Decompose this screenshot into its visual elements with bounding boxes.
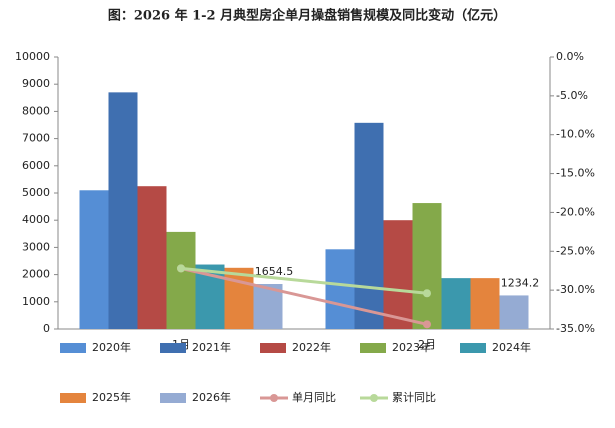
bar — [325, 249, 355, 329]
legend-label: 2023年 — [392, 340, 431, 354]
y-tick-label: 9000 — [22, 77, 50, 90]
y2-tick-label: -30.0% — [556, 283, 595, 296]
y2-tick-label: 0.0% — [556, 50, 584, 63]
bar — [108, 92, 138, 329]
legend-swatch — [360, 343, 386, 353]
y2-tick-label: -25.0% — [556, 244, 595, 257]
y-tick-label: 10000 — [15, 50, 50, 63]
bar — [499, 295, 529, 329]
y-tick-label: 2000 — [22, 268, 50, 281]
line-marker — [423, 320, 431, 329]
legend-label: 2026年 — [192, 390, 231, 404]
legend-swatch — [60, 343, 86, 353]
y-tick-label: 5000 — [22, 186, 50, 199]
legend-swatch — [60, 393, 86, 403]
legend-swatch — [160, 393, 186, 403]
y2-tick-label: -5.0% — [556, 89, 588, 102]
y-tick-label: 0 — [43, 322, 50, 335]
y-tick-label: 7000 — [22, 132, 50, 145]
line — [180, 266, 428, 295]
legend-label: 2025年 — [92, 390, 131, 404]
y2-tick-label: -10.0% — [556, 128, 595, 141]
legend-label: 2022年 — [292, 340, 331, 354]
line — [180, 266, 428, 326]
y-tick-label: 3000 — [22, 240, 50, 253]
line-marker — [423, 289, 431, 298]
legend-label: 累计同比 — [392, 391, 436, 404]
data-label: 1654.5 — [255, 265, 294, 278]
legend-swatch — [160, 343, 186, 353]
y2-tick-label: -35.0% — [556, 322, 595, 335]
y2-tick-label: -20.0% — [556, 205, 595, 218]
bar — [383, 220, 413, 329]
bar — [412, 203, 442, 329]
x-tick-label: 2月 — [418, 338, 436, 351]
bar — [137, 186, 167, 329]
bar — [354, 122, 384, 329]
y-tick-label: 1000 — [22, 295, 50, 308]
bar — [470, 278, 500, 329]
bar — [224, 267, 254, 329]
legend-swatch — [260, 343, 286, 353]
legend-label: 2024年 — [492, 340, 531, 354]
legend-label: 单月同比 — [292, 391, 336, 404]
y-tick-label: 8000 — [22, 104, 50, 117]
y2-tick-label: -15.0% — [556, 167, 595, 180]
bar — [79, 190, 109, 329]
bar — [166, 231, 196, 329]
legend-swatch — [460, 343, 486, 353]
legend-swatch — [370, 394, 378, 402]
y-tick-label: 4000 — [22, 213, 50, 226]
y-tick-label: 6000 — [22, 159, 50, 172]
legend-swatch — [270, 394, 278, 402]
legend-label: 2020年 — [92, 340, 131, 354]
data-label: 1234.2 — [501, 276, 540, 289]
chart-title: 图：2026 年 1-2 月典型房企单月操盘销售规模及同比变动（亿元） — [108, 8, 506, 24]
line-marker — [177, 264, 185, 273]
bar — [441, 278, 471, 329]
legend-label: 2021年 — [192, 340, 231, 354]
